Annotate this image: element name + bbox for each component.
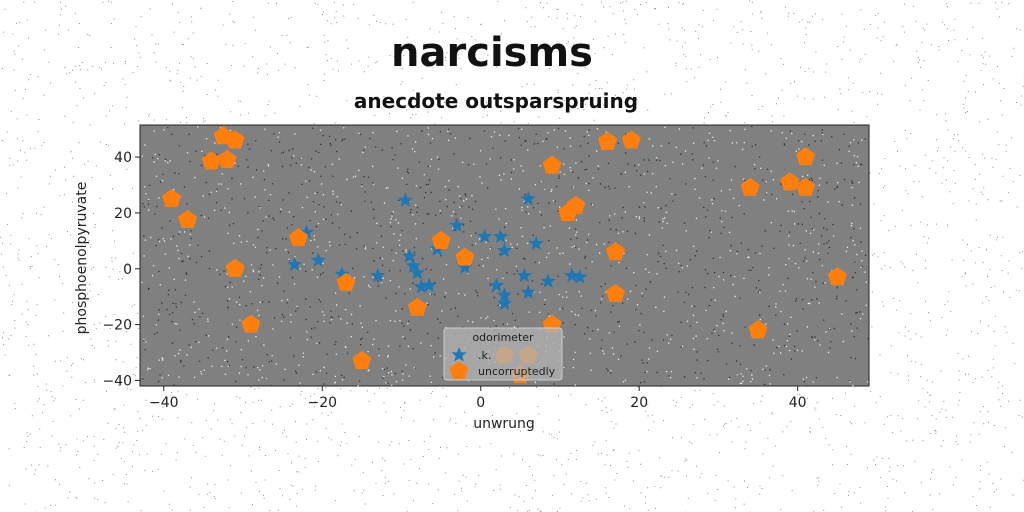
pentagon-point [201,151,221,170]
star-point [564,267,580,283]
star-point [401,248,418,263]
legend-entry-label: .k. [478,349,491,362]
y-axis: −40 −20 0 20 40 [102,150,140,389]
star-point [492,228,509,244]
legend: odorimeter .k. uncorruptedly [443,327,563,381]
pentagon-point [217,149,237,168]
star-point [496,287,513,302]
star-point [477,228,493,244]
x-tick-label: −40 [149,395,179,411]
y-tick-label: −40 [102,373,132,389]
x-tick-label: −20 [307,395,337,411]
pentagon-point [225,258,245,277]
pentagon-point [542,155,562,174]
pentagon-point [827,267,847,286]
star-point [409,264,425,280]
star-point [370,267,386,283]
y-tick-label: −20 [102,318,132,334]
star-point [516,267,532,283]
y-tick-label: 40 [114,150,132,166]
pentagon-point [605,283,625,302]
x-axis: −40 −20 0 20 40 [149,386,807,411]
pentagon-point [605,242,625,261]
chart-subtitle: anecdote outsparspruing [354,89,638,113]
pentagon-point [352,350,372,369]
legend-entries: .k. uncorruptedly [449,347,556,380]
pentagon-point [598,131,618,150]
star-point [520,284,536,299]
star-point [449,217,465,232]
star-point [413,278,429,294]
star-point [405,257,421,273]
legend-title: odorimeter [472,331,534,344]
x-tick-label: 40 [789,395,807,411]
star-point [496,242,513,258]
y-axis-label: phosphoenolpyruvate [74,182,90,335]
star-point [488,277,505,292]
pentagon-point [566,195,586,215]
y-tick-label: 20 [114,206,132,222]
pentagon-point [740,177,760,196]
star-point [286,256,303,272]
y-tick-label: 0 [123,262,132,278]
pentagon-point [336,272,356,291]
pentagon-point [407,297,427,316]
star-point [334,266,350,281]
pentagon-point [780,172,800,191]
pentagon-point [431,230,451,249]
pentagon-point [796,177,816,196]
star-point [520,190,536,206]
pentagon-point [178,209,198,228]
legend-entry-label: uncorruptedly [478,365,556,378]
x-tick-label: 0 [476,395,485,411]
legend-pentagon-marker [449,361,469,380]
pentagon-point [796,147,816,166]
star-point [421,277,437,292]
pentagon-point [162,188,182,208]
star-point [528,235,544,251]
legend-star-marker [451,347,467,362]
chart-title: narcisms [391,30,593,76]
pentagon-point [241,314,261,333]
star-point [572,269,588,284]
pentagon-point [621,130,641,149]
legend-box [443,327,563,381]
star-point [540,273,556,288]
x-tick-label: 20 [630,395,648,411]
x-axis-label: unwrung [473,416,535,432]
star-point [397,192,414,207]
star-point [310,252,326,267]
pentagon-point [225,130,245,149]
star-point [496,295,513,311]
star-point [298,224,315,239]
pentagon-point [748,320,768,339]
pentagon-point [288,228,308,247]
pentagon-point [455,247,475,266]
star-point [457,259,473,274]
